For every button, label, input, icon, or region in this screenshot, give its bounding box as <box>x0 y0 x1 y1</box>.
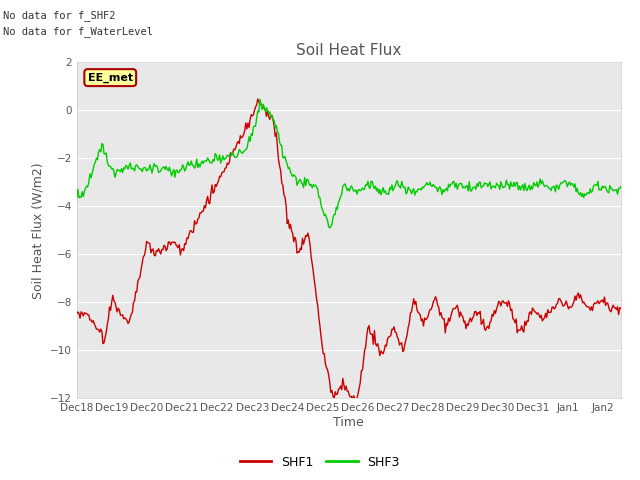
Text: No data for f_WaterLevel: No data for f_WaterLevel <box>3 26 153 37</box>
SHF3 <box>606 183 614 189</box>
SHF3 <box>333 206 341 212</box>
SHF1 <box>336 385 344 391</box>
SHF1 <box>332 392 340 397</box>
SHF3 <box>256 96 264 102</box>
SHF3 <box>617 184 625 190</box>
Title: Soil Heat Flux: Soil Heat Flux <box>296 44 401 59</box>
SHF1 <box>352 397 360 403</box>
SHF3 <box>521 180 529 186</box>
SHF1 <box>399 348 406 354</box>
SHF1 <box>606 308 614 313</box>
SHF1 <box>521 319 529 324</box>
SHF3 <box>369 183 377 189</box>
Text: EE_met: EE_met <box>88 72 133 83</box>
Line: SHF3: SHF3 <box>77 99 621 228</box>
SHF1 <box>73 311 81 316</box>
Text: No data for f_SHF2: No data for f_SHF2 <box>3 10 116 21</box>
SHF3 <box>326 225 333 231</box>
SHF3 <box>399 183 406 189</box>
Y-axis label: Soil Heat Flux (W/m2): Soil Heat Flux (W/m2) <box>31 162 44 299</box>
SHF1 <box>254 96 262 102</box>
SHF1 <box>617 305 625 311</box>
Legend: SHF1, SHF3: SHF1, SHF3 <box>235 451 405 474</box>
Line: SHF1: SHF1 <box>77 99 621 400</box>
SHF3 <box>73 195 81 201</box>
SHF3 <box>337 193 344 199</box>
X-axis label: Time: Time <box>333 416 364 429</box>
SHF1 <box>369 341 377 347</box>
